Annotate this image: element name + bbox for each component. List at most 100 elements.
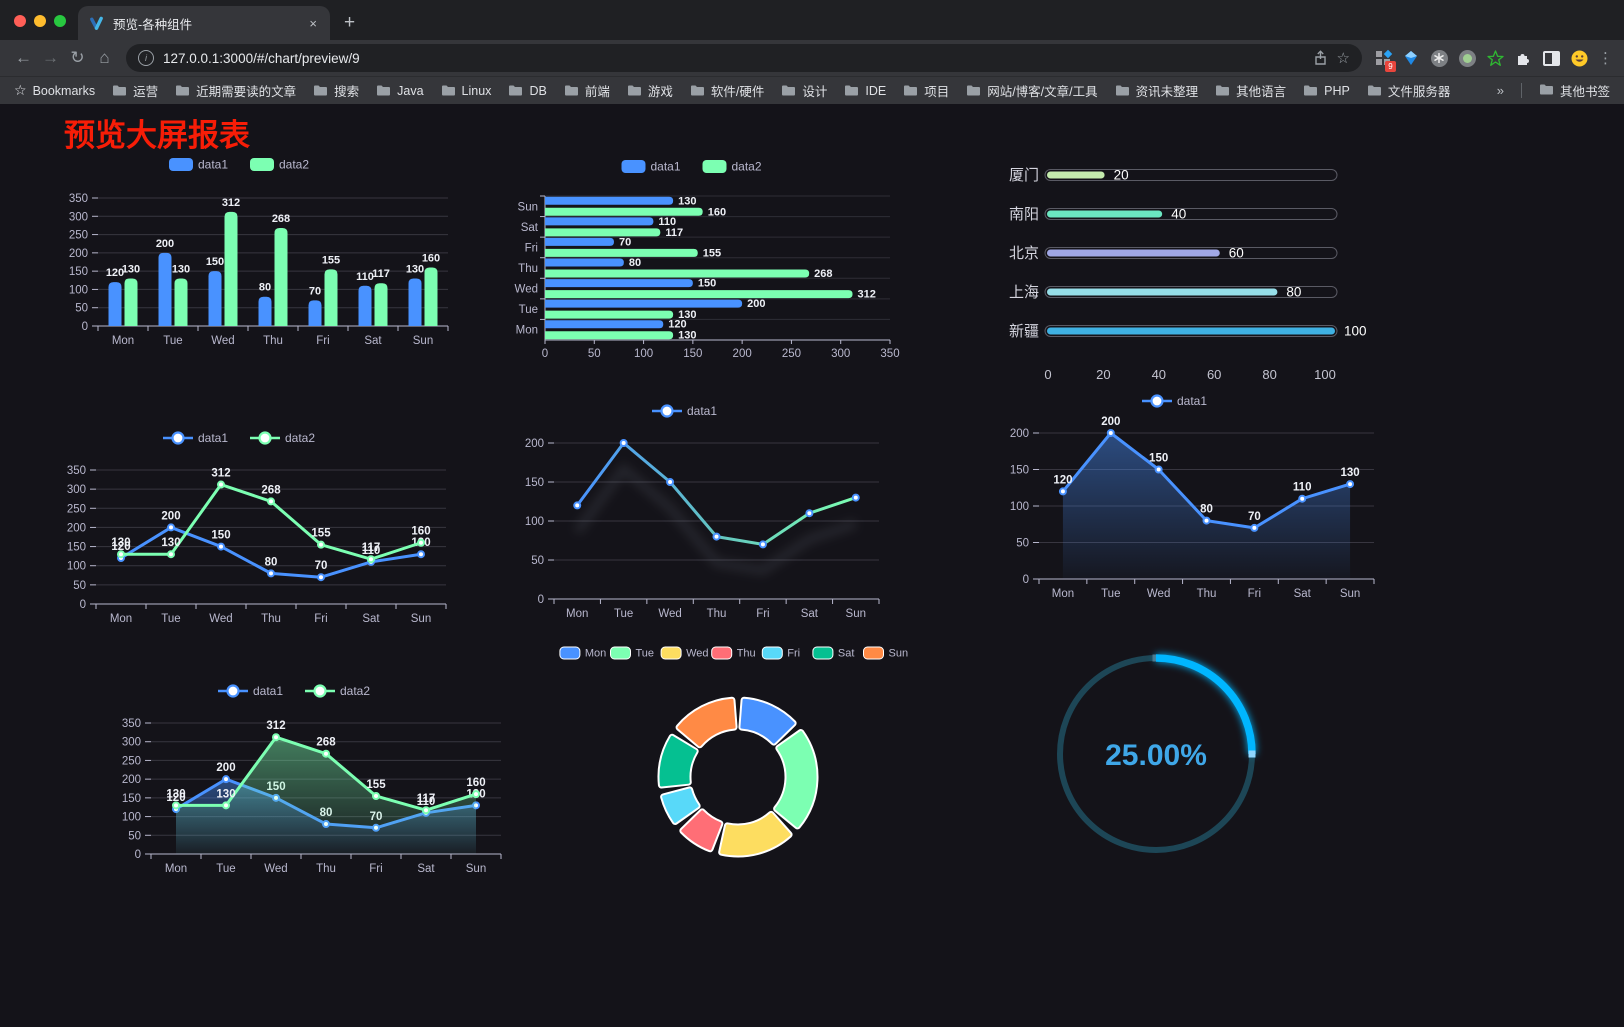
bookmark-folder[interactable]: PHP bbox=[1303, 84, 1350, 98]
svg-text:160: 160 bbox=[708, 206, 726, 218]
svg-text:130: 130 bbox=[166, 788, 185, 800]
emoji-extension-icon[interactable] bbox=[1570, 49, 1588, 67]
bookmarks-label-item[interactable]: ☆ Bookmarks bbox=[14, 82, 95, 99]
svg-text:南阳: 南阳 bbox=[1009, 206, 1039, 223]
extensions-puzzle-icon[interactable] bbox=[1514, 49, 1532, 67]
svg-text:200: 200 bbox=[1010, 428, 1029, 440]
extension-asterisk-icon[interactable] bbox=[1430, 49, 1448, 67]
browser-tab[interactable]: 预览-各种组件 × bbox=[78, 6, 330, 40]
bookmarks-overflow-chevron[interactable]: » bbox=[1496, 83, 1504, 98]
home-button[interactable]: ⌂ bbox=[99, 48, 110, 67]
sidebar-icon[interactable] bbox=[1542, 49, 1560, 67]
svg-text:200: 200 bbox=[1101, 416, 1120, 428]
svg-text:新疆: 新疆 bbox=[1009, 323, 1039, 340]
bookmark-folder[interactable]: 近期需要读的文章 bbox=[175, 81, 296, 100]
svg-text:data2: data2 bbox=[340, 684, 370, 698]
bookmark-folder[interactable]: 前端 bbox=[564, 81, 610, 100]
bookmark-folder[interactable]: 运营 bbox=[112, 81, 158, 100]
bookmark-folder[interactable]: IDE bbox=[844, 84, 886, 98]
bookmark-folder[interactable]: 搜索 bbox=[313, 81, 359, 100]
browser-menu-button[interactable]: ⋮ bbox=[1598, 50, 1613, 67]
forward-button[interactable]: → bbox=[42, 48, 59, 67]
app-favicon bbox=[90, 16, 103, 30]
svg-text:0: 0 bbox=[82, 321, 88, 333]
reload-button[interactable]: ↻ bbox=[70, 48, 85, 67]
extension-gem-icon[interactable] bbox=[1402, 49, 1420, 67]
bookmark-folder[interactable]: 软件/硬件 bbox=[690, 81, 764, 100]
svg-text:150: 150 bbox=[211, 530, 230, 542]
extension-dot-icon[interactable] bbox=[1458, 49, 1476, 67]
macos-zoom-button[interactable] bbox=[54, 15, 66, 27]
chart-city-progress: 厦门 20 南阳 40 北京 60 上海 80 新疆 100 0 20 40 60 80 100 bbox=[985, 156, 1395, 396]
bookmark-folder[interactable]: 文件服务器 bbox=[1367, 81, 1450, 100]
bookmark-folder[interactable]: 游戏 bbox=[627, 81, 673, 100]
svg-text:Sun: Sun bbox=[466, 863, 486, 875]
other-bookmarks-label: 其他书签 bbox=[1559, 85, 1610, 99]
svg-text:Sun: Sun bbox=[411, 613, 431, 625]
svg-text:0: 0 bbox=[538, 594, 544, 606]
chart-dual-line: data1 data2 0 50 100 150 200 250 300 350 Mon Tue Wed… bbox=[40, 424, 460, 647]
svg-text:data1: data1 bbox=[651, 160, 681, 174]
chart-grouped-bar: data1 data2 0 50 100 150 200 250 300 350 Mon Tue Wed… bbox=[40, 152, 460, 369]
extension-grid-icon[interactable]: 9 bbox=[1374, 49, 1396, 72]
chart-gauge: 25.00% bbox=[1040, 642, 1280, 882]
bookmark-folder[interactable]: 资讯未整理 bbox=[1115, 81, 1198, 100]
svg-text:100: 100 bbox=[67, 561, 86, 573]
svg-text:100: 100 bbox=[1344, 324, 1367, 339]
close-tab-button[interactable]: × bbox=[309, 15, 317, 31]
other-bookmarks-folder[interactable]: 其他书签 bbox=[1539, 81, 1610, 100]
svg-text:120: 120 bbox=[668, 319, 686, 331]
svg-text:150: 150 bbox=[683, 348, 702, 360]
bookmark-folder[interactable]: Java bbox=[376, 84, 424, 98]
svg-text:120: 120 bbox=[111, 541, 130, 553]
svg-text:Tue: Tue bbox=[519, 304, 538, 316]
share-icon[interactable] bbox=[1313, 50, 1328, 66]
bookmark-folder[interactable]: 项目 bbox=[903, 81, 949, 100]
svg-text:200: 200 bbox=[67, 522, 86, 534]
folder-icon bbox=[441, 85, 455, 96]
svg-text:200: 200 bbox=[122, 774, 141, 786]
svg-text:110: 110 bbox=[1293, 482, 1312, 494]
bookmark-folder[interactable]: 网站/博客/文章/工具 bbox=[966, 81, 1098, 100]
bookmark-folder[interactable]: 设计 bbox=[781, 81, 827, 100]
svg-text:130: 130 bbox=[216, 788, 235, 800]
macos-close-button[interactable] bbox=[14, 15, 26, 27]
svg-text:155: 155 bbox=[322, 254, 340, 266]
bookmark-star-icon[interactable]: ☆ bbox=[1336, 50, 1350, 67]
svg-text:200: 200 bbox=[747, 298, 765, 310]
address-bar[interactable]: i 127.0.0.1:3000/#/chart/preview/9 ☆ bbox=[126, 44, 1362, 72]
svg-text:Tue: Tue bbox=[1101, 588, 1120, 600]
svg-text:130: 130 bbox=[406, 263, 424, 275]
svg-text:Tue: Tue bbox=[161, 613, 180, 625]
svg-text:350: 350 bbox=[122, 718, 141, 730]
svg-text:50: 50 bbox=[128, 830, 141, 842]
svg-text:Thu: Thu bbox=[316, 863, 336, 875]
svg-text:Wed: Wed bbox=[1147, 588, 1170, 600]
tab-title: 预览-各种组件 bbox=[113, 17, 193, 32]
site-info-icon[interactable]: i bbox=[138, 50, 154, 66]
bookmark-folder[interactable]: Linux bbox=[441, 84, 491, 98]
svg-text:130: 130 bbox=[161, 537, 180, 549]
svg-text:155: 155 bbox=[703, 247, 721, 259]
svg-text:200: 200 bbox=[161, 510, 180, 522]
back-button[interactable]: ← bbox=[15, 48, 32, 67]
new-tab-button[interactable]: + bbox=[344, 12, 356, 33]
url-text[interactable]: 127.0.0.1:3000/#/chart/preview/9 bbox=[163, 50, 360, 66]
svg-text:110: 110 bbox=[362, 545, 381, 557]
folder-icon bbox=[564, 85, 578, 96]
svg-text:50: 50 bbox=[75, 303, 88, 315]
svg-text:0: 0 bbox=[135, 849, 141, 861]
bookmark-folder[interactable]: DB bbox=[508, 84, 547, 98]
macos-minimize-button[interactable] bbox=[34, 15, 46, 27]
svg-text:Sat: Sat bbox=[801, 608, 819, 620]
svg-text:70: 70 bbox=[1248, 511, 1261, 523]
extension-star-icon[interactable] bbox=[1486, 49, 1504, 67]
svg-text:Thu: Thu bbox=[707, 608, 727, 620]
svg-text:117: 117 bbox=[665, 227, 683, 239]
svg-text:250: 250 bbox=[122, 755, 141, 767]
bookmark-folder[interactable]: 其他语言 bbox=[1215, 81, 1286, 100]
svg-text:20: 20 bbox=[1114, 168, 1129, 183]
svg-text:100: 100 bbox=[1314, 367, 1336, 382]
svg-text:data2: data2 bbox=[279, 158, 309, 172]
folder-icon bbox=[1216, 85, 1230, 96]
